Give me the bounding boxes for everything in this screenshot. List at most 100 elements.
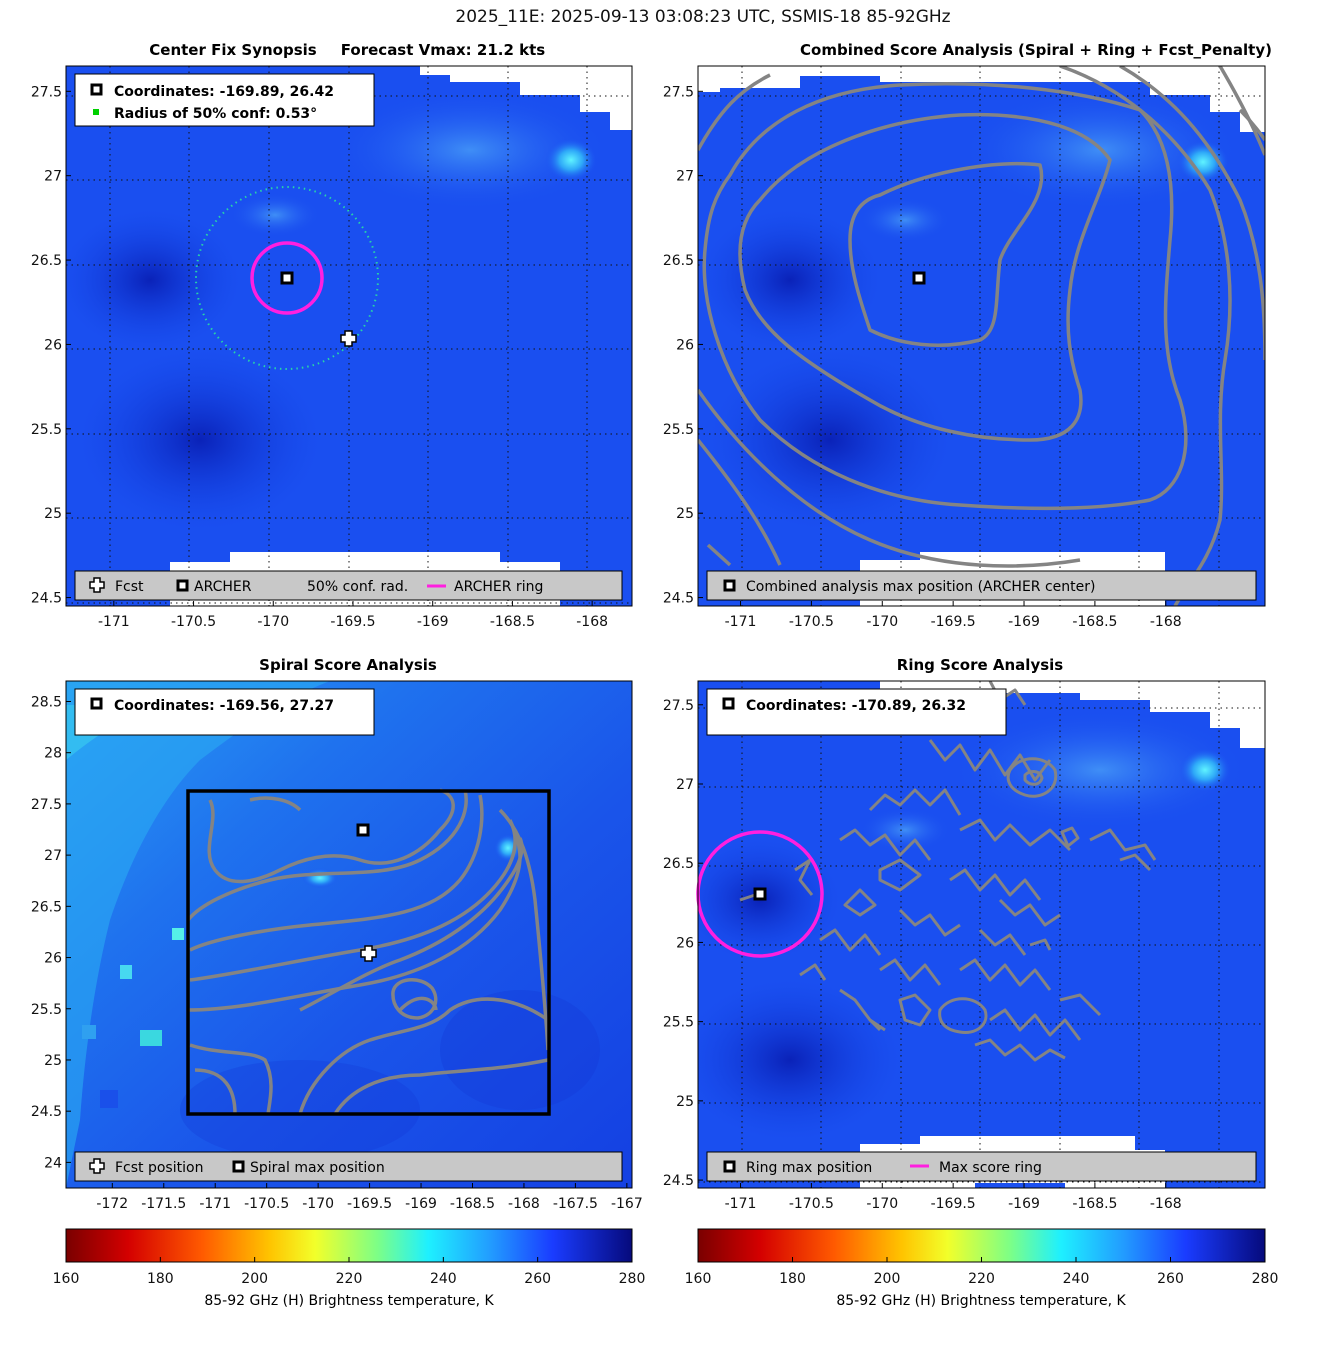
legend-ring: ARCHER ring (454, 579, 543, 595)
ring-contour-16 (898, 908, 961, 937)
y-tick-label: 27.5 (31, 84, 62, 100)
combined-contour-4 (698, 73, 771, 151)
x-tick-label: -170.5 (789, 1196, 834, 1212)
x-tick-label: -171 (725, 614, 757, 630)
panel-c-title: Spiral Score Analysis (259, 656, 437, 674)
x-tick-label: -169 (1008, 614, 1040, 630)
ring-contour-25 (974, 1038, 1066, 1062)
colorbar-tick-label: 220 (968, 1271, 995, 1287)
panel-b-title: Combined Score Analysis (Spiral + Ring +… (800, 41, 1272, 59)
ring-contour-11 (1119, 853, 1152, 872)
ring-contour-26 (799, 963, 827, 981)
panel-spiral: Spiral Score Analysis (31, 656, 643, 1212)
x-tick-label: -169 (1008, 1196, 1040, 1212)
panel-a-info-box: Coordinates: -169.89, 26.42 Radius of 50… (74, 73, 375, 127)
archer-legend-icon (176, 579, 189, 592)
panel-d-field (698, 681, 1265, 1188)
colorbar-left-label: 85-92 GHz (H) Brightness temperature, K (204, 1293, 494, 1309)
combined-contour-9 (698, 388, 1081, 568)
panel-d-title: Ring Score Analysis (897, 656, 1064, 674)
panel-d-legend: Ring max position Max score ring (706, 1151, 1257, 1182)
colorbar-tick-label: 280 (619, 1271, 646, 1287)
x-tick-label: -171.5 (141, 1196, 186, 1212)
ring-contour-4 (1023, 770, 1044, 786)
x-tick-label: -171 (98, 614, 130, 630)
x-tick-label: -169.5 (330, 614, 375, 630)
panel-d-coords: Coordinates: -170.89, 26.32 (746, 698, 966, 714)
x-tick-label: -168.5 (450, 1196, 495, 1212)
y-tick-label: 25 (44, 1053, 62, 1069)
x-tick-label: -171 (199, 1196, 231, 1212)
colorbar-left: 160 180 200 220 240 260 280 85-92 GHz (H) Brig… (53, 1228, 646, 1309)
panel-c-info-box: Coordinates: -169.56, 27.27 (74, 688, 375, 736)
y-tick-label: 26 (676, 935, 694, 951)
panel-d-info-box: Coordinates: -170.89, 26.32 (706, 688, 1007, 736)
panel-a-title-vmax: Forecast Vmax: 21.2 kts (341, 41, 545, 59)
y-tick-label: 25.5 (663, 422, 694, 438)
legend-archer: ARCHER (194, 579, 252, 595)
panel-a-legend: Fcst ARCHER 50% conf. rad. ARCHER ring (74, 570, 623, 601)
colorbar-tick-label: 240 (430, 1271, 457, 1287)
legend-conf: 50% conf. rad. (307, 579, 408, 595)
x-tick-label: -170 (302, 1196, 334, 1212)
y-tick-label: 24.5 (663, 591, 694, 607)
spiral-contour-12 (333, 1058, 549, 1115)
colorbar-tick-label: 200 (874, 1271, 901, 1287)
ring-contour-21 (839, 988, 886, 1032)
spiral-contour-8 (498, 808, 550, 1051)
ring-contour-14 (819, 928, 882, 956)
y-tick-label: 25 (44, 506, 62, 522)
y-tick-label: 25 (676, 1094, 694, 1110)
x-tick-label: -170.5 (171, 614, 216, 630)
combined-contour-3 (702, 81, 1188, 511)
x-tick-label: -169 (417, 614, 449, 630)
spiral-search-box (186, 789, 551, 1116)
combined-legend-icon (723, 579, 736, 592)
colorbar-tick-label: 200 (241, 1271, 268, 1287)
colorbar-right-ticks: 160 180 200 220 240 260 280 (685, 1257, 1278, 1287)
colorbar-tick-label: 260 (1157, 1271, 1184, 1287)
panel-a-title: Center Fix Synopsis (149, 41, 316, 59)
x-tick-label: -168 (1150, 1196, 1182, 1212)
x-tick-label: -169 (405, 1196, 437, 1212)
x-tick-label: -170 (866, 1196, 898, 1212)
ring-contour-30 (868, 1018, 882, 1032)
panel-b-axes: -171 -170.5 -170 -169.5 -169 -168.5 -168 24.5 25… (663, 84, 1182, 630)
ring-contour-5 (868, 788, 962, 816)
panel-a-conf-radius: Radius of 50% conf: 0.53° (114, 106, 317, 122)
y-tick-label: 24.5 (31, 591, 62, 607)
y-tick-label: 27 (676, 777, 694, 793)
x-tick-label: -171 (725, 1196, 757, 1212)
panel-combined: Combined Score Analysis (Spiral + Ring +… (663, 41, 1272, 630)
panel-a-axes: -171 -170.5 -170 -169.5 -169 -168.5 -168 24.5 25… (31, 84, 608, 630)
x-tick-label: -170.5 (244, 1196, 289, 1212)
x-tick-label: -170.5 (789, 614, 834, 630)
panel-c-coords: Coordinates: -169.56, 27.27 (114, 698, 334, 714)
colorbar-tick-label: 260 (524, 1271, 551, 1287)
y-tick-label: 27.5 (31, 797, 62, 813)
panel-ring: Ring Score Analysis (663, 656, 1266, 1212)
archer-ring (250, 241, 324, 315)
green-dot-icon (93, 109, 99, 115)
ring-contour-6 (839, 828, 932, 861)
ring-contour-23 (938, 997, 988, 1035)
ring-max-legend-icon (723, 1160, 736, 1173)
spiral-contour-5 (187, 834, 522, 1012)
panel-b-grid (698, 66, 1265, 606)
ring-contour-7 (878, 858, 922, 892)
x-tick-label: -169.5 (347, 1196, 392, 1212)
panel-c-contours (186, 788, 550, 1115)
fcst-legend-icon (89, 577, 105, 593)
fcst-position-legend-icon (89, 1158, 105, 1174)
panel-b-legend: Combined analysis max position (ARCHER c… (706, 570, 1257, 601)
y-tick-label: 26 (44, 951, 62, 967)
spiral-contour-3 (189, 794, 484, 952)
archer-center-marker (280, 271, 294, 285)
colorbar-tick-label: 160 (53, 1271, 80, 1287)
spiral-contour-2 (186, 789, 468, 922)
x-tick-label: -168.5 (1072, 1196, 1117, 1212)
y-tick-label: 24.5 (31, 1104, 62, 1120)
y-tick-label: 26 (44, 337, 62, 353)
y-tick-label: 25 (676, 506, 694, 522)
colorbar-tick-label: 240 (1063, 1271, 1090, 1287)
